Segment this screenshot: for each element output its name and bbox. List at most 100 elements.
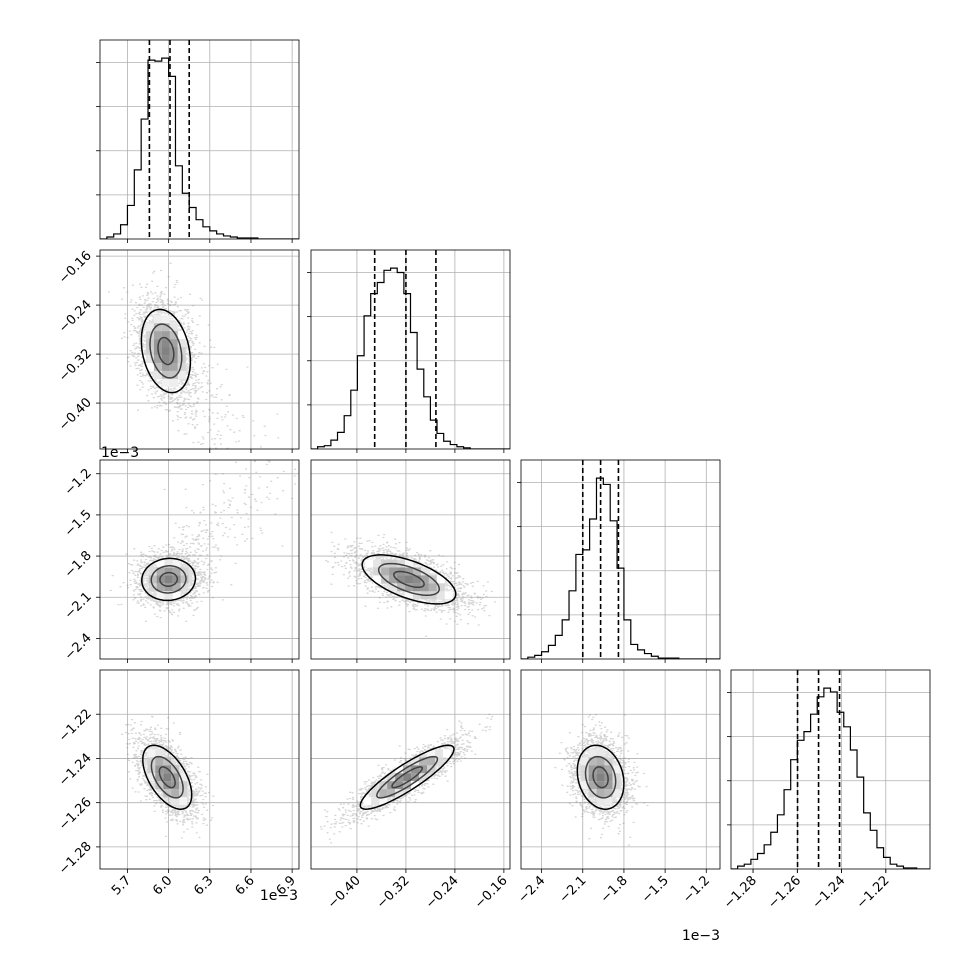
scatter-panel-2-1 xyxy=(310,459,511,660)
contour-level-3 xyxy=(359,744,455,810)
density-cell xyxy=(387,781,396,790)
x-tick-label: 6.0 xyxy=(150,873,175,898)
density-cell xyxy=(412,591,421,600)
density-cell xyxy=(604,789,613,798)
x-tick-label: −0.40 xyxy=(325,873,364,912)
density-cell xyxy=(164,591,173,600)
x-tick-label: 5.7 xyxy=(109,873,134,898)
inner-ticks xyxy=(127,659,293,663)
density-cell xyxy=(434,749,443,758)
density-cell xyxy=(404,559,413,568)
inner-ticks xyxy=(356,659,505,663)
density-cell xyxy=(580,757,589,766)
density-cell xyxy=(427,757,435,766)
density-cell xyxy=(155,749,164,758)
contour-level-2 xyxy=(376,755,439,799)
density-cell xyxy=(161,347,170,356)
density-cell xyxy=(419,757,428,766)
density-cell xyxy=(588,781,597,790)
density-cell xyxy=(411,781,420,790)
scatter-content xyxy=(554,713,649,846)
x-tick-label: −1.28 xyxy=(721,873,760,912)
density-cell xyxy=(153,355,162,363)
density-cell xyxy=(596,789,605,798)
x-axis-col-1: −0.40 −0.32 −0.24 −0.16 xyxy=(325,869,511,912)
y-tick-label: −0.32 xyxy=(56,346,95,385)
x-tick-label: −0.24 xyxy=(423,873,462,912)
density-cell xyxy=(596,757,605,766)
density-cell xyxy=(148,583,157,592)
density-cell xyxy=(403,773,412,782)
density-cell xyxy=(177,370,186,379)
density-cell xyxy=(596,773,605,782)
density-cell xyxy=(169,378,178,387)
contour-level-1 xyxy=(158,766,176,789)
x-tick-label: −2.4 xyxy=(515,873,548,906)
density-cell xyxy=(363,797,372,806)
density-cell xyxy=(389,583,398,592)
axes-background xyxy=(100,460,299,659)
density-cell xyxy=(156,559,165,568)
density-cell xyxy=(153,315,162,324)
density-cell xyxy=(179,797,188,806)
density-cell xyxy=(148,567,157,576)
density-cell xyxy=(596,749,605,758)
scatter-content xyxy=(325,531,497,637)
density-cell xyxy=(403,765,412,774)
axes-frame xyxy=(730,669,931,870)
y-tick-label: −1.28 xyxy=(56,839,95,878)
contour-level-2 xyxy=(150,565,187,594)
density-cell xyxy=(604,797,613,806)
contour-level-1 xyxy=(592,766,609,789)
axes-frame xyxy=(310,459,511,660)
density-cell xyxy=(412,567,421,576)
density-cell xyxy=(169,331,178,340)
density-cell xyxy=(155,773,164,782)
density-cell xyxy=(180,575,189,584)
density-cell xyxy=(371,797,380,806)
contour-level-1 xyxy=(157,336,175,366)
density-cell xyxy=(153,331,162,340)
density-cell xyxy=(180,567,189,576)
density-cell xyxy=(403,781,412,790)
axes-background xyxy=(100,670,299,869)
density-cell xyxy=(412,575,421,584)
x-tick-label: −2.1 xyxy=(557,873,590,906)
density-cell xyxy=(381,567,390,576)
x-tick-label: −1.5 xyxy=(639,873,672,906)
density-cell xyxy=(436,575,445,584)
contour-level-1 xyxy=(391,766,424,789)
density-cell xyxy=(389,567,398,576)
density-cell xyxy=(155,757,164,766)
density-cell xyxy=(373,575,382,584)
histogram-panel-2 xyxy=(517,459,721,663)
scatter-panel-1-0 xyxy=(99,249,300,450)
contour-level-3 xyxy=(140,308,192,394)
density-cell xyxy=(161,339,170,348)
y-axis-row-3: −1.28 −1.26 −1.24 −1.22 xyxy=(56,706,100,878)
scatter-content xyxy=(121,715,215,839)
density-cell xyxy=(148,575,157,584)
density-cell xyxy=(161,323,170,332)
x-axis-col-2: −2.4 −2.1 −1.8 −1.5 −1.2 xyxy=(515,869,713,906)
y-tick-label: −0.24 xyxy=(56,297,95,336)
density-cell xyxy=(379,789,388,798)
axes-frame xyxy=(99,669,300,870)
density-cell xyxy=(612,789,621,798)
density-cell xyxy=(596,781,605,790)
axes-background xyxy=(311,250,510,449)
density-cell xyxy=(177,339,186,348)
density-cell xyxy=(404,591,413,600)
contour-level-3 xyxy=(141,557,197,602)
histogram-panel-3 xyxy=(727,669,931,873)
density-cell xyxy=(387,773,396,782)
contour-level-2 xyxy=(149,323,183,379)
axes-frame xyxy=(99,459,300,660)
density-cell xyxy=(371,789,380,798)
density-cell xyxy=(404,583,413,592)
density-cell xyxy=(180,583,189,592)
contour-level-3 xyxy=(361,554,457,605)
density-cell xyxy=(580,765,589,774)
density-cell xyxy=(444,591,453,600)
offset-label-col0: 1e−3 xyxy=(260,888,298,904)
